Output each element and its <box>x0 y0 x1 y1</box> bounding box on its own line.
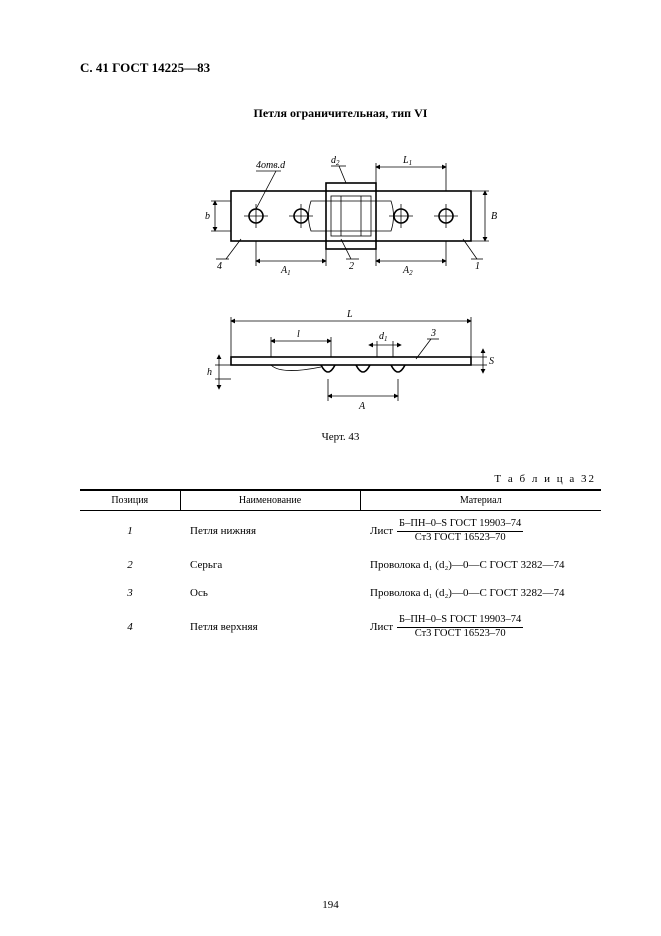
document-page: С. 41 ГОСТ 14225—83 Петля ограничительна… <box>0 0 661 936</box>
cell-pos: 2 <box>80 551 180 579</box>
cell-name: Серьга <box>180 551 360 579</box>
cell-name: Ось <box>180 579 360 607</box>
drawing-top-svg: 4отв.d d2 L1 b B A1 <box>181 141 501 291</box>
cell-name: Петля верхняя <box>180 607 360 647</box>
leader-3: 3 <box>430 328 436 339</box>
label-A: A <box>358 401 366 412</box>
cell-material: Проволока d₁ (d₂)—0—С ГОСТ 3282—74 <box>360 579 601 607</box>
table-row: 3ОсьПроволока d₁ (d₂)—0—С ГОСТ 3282—74 <box>80 579 601 607</box>
drawing-top: 4отв.d d2 L1 b B A1 <box>80 141 601 291</box>
label-Bdim: B <box>491 211 497 222</box>
label-Lfull: L <box>346 309 353 320</box>
col-material: Материал <box>360 490 601 511</box>
table-row: 2СерьгаПроволока d₁ (d₂)—0—С ГОСТ 3282—7… <box>80 551 601 579</box>
cell-name: Петля нижняя <box>180 511 360 552</box>
cell-material: Проволока d₁ (d₂)—0—С ГОСТ 3282—74 <box>360 551 601 579</box>
drawing-caption: Черт. 43 <box>80 431 601 443</box>
table-label: Т а б л и ц а 32 <box>80 473 601 485</box>
label-b: b <box>205 211 210 222</box>
label-l: l <box>297 329 300 340</box>
col-name: Наименование <box>180 490 360 511</box>
label-L1: L1 <box>402 155 412 167</box>
label-d2: d2 <box>331 155 340 167</box>
cell-material: ЛистБ–ПН–0–S ГОСТ 19903–74Ст3 ГОСТ 16523… <box>360 511 601 552</box>
drawing-bottom: L l d1 3 A h <box>80 301 601 421</box>
drawing-bottom-svg: L l d1 3 A h <box>181 301 501 421</box>
leader-2: 2 <box>349 261 354 272</box>
label-d1: d1 <box>379 331 388 343</box>
table-row: 1Петля нижняяЛистБ–ПН–0–S ГОСТ 19903–74С… <box>80 511 601 552</box>
cell-pos: 3 <box>80 579 180 607</box>
drawing-title: Петля ограничительная, тип VI <box>80 106 601 121</box>
label-S: S <box>489 356 494 367</box>
materials-table: Позиция Наименование Материал 1Петля ниж… <box>80 489 601 647</box>
leader-1: 1 <box>475 261 480 272</box>
leader-4: 4 <box>217 261 222 272</box>
label-4holes: 4отв.d <box>256 160 286 171</box>
cell-pos: 4 <box>80 607 180 647</box>
label-h: h <box>207 367 212 378</box>
col-pos: Позиция <box>80 490 180 511</box>
page-header: С. 41 ГОСТ 14225—83 <box>80 60 601 76</box>
cell-material: ЛистБ–ПН–0–S ГОСТ 19903–74Ст3 ГОСТ 16523… <box>360 607 601 647</box>
page-number: 194 <box>0 899 661 911</box>
table-row: 4Петля верхняяЛистБ–ПН–0–S ГОСТ 19903–74… <box>80 607 601 647</box>
label-A1: A1 <box>280 265 291 277</box>
cell-pos: 1 <box>80 511 180 552</box>
label-A2: A2 <box>402 265 413 277</box>
